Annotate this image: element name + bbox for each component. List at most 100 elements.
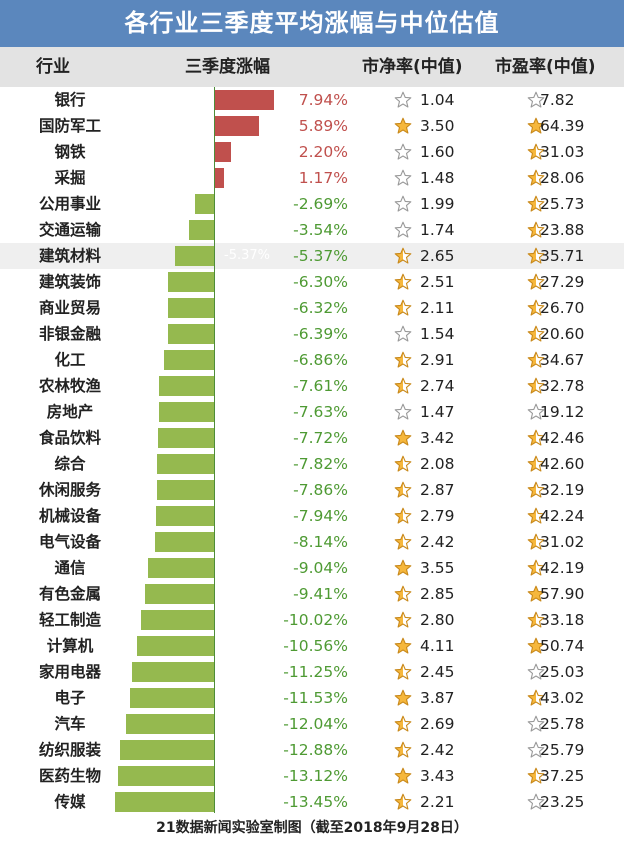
change-bar [156, 506, 215, 526]
change-bar [215, 168, 224, 188]
industry-label: 房地产 [46, 403, 94, 421]
table-row: 传媒 -13.45% 2.21 23.25 [0, 789, 624, 815]
pe-value: 32.19 [540, 481, 585, 499]
pe-value: 32.78 [540, 377, 585, 395]
change-value-label: -11.25% [283, 663, 348, 681]
star-shape [394, 585, 412, 602]
industry-label: 银行 [54, 91, 86, 109]
zero-axis-line [214, 87, 215, 813]
pe-value: 43.02 [540, 689, 585, 707]
star-shape [527, 741, 545, 758]
star-shape [394, 559, 412, 576]
pb-value: 3.43 [420, 767, 455, 785]
star-shape [527, 611, 545, 628]
industry-label: 休闲服务 [38, 481, 101, 499]
table-row: 轻工制造 -10.02% 2.80 33.18 [0, 607, 624, 633]
change-value-label: -5.37% [293, 247, 348, 265]
change-bar [158, 402, 215, 422]
star-shape [527, 429, 545, 446]
pb-value: 2.08 [420, 455, 455, 473]
change-value-label: -10.02% [283, 611, 348, 629]
pe-value: 19.12 [540, 403, 585, 421]
industry-label: 建筑装饰 [38, 273, 101, 291]
change-bar [157, 454, 215, 474]
change-value-label: 1.17% [298, 169, 348, 187]
change-value-label: -7.61% [293, 377, 348, 395]
industry-label: 电气设备 [38, 533, 101, 551]
industry-label: 采掘 [54, 169, 86, 187]
industry-label: 化工 [54, 351, 86, 369]
star-shape [394, 403, 412, 420]
change-value-label: -7.63% [293, 403, 348, 421]
table-row: 计算机 -10.56% 4.11 50.74 [0, 633, 624, 659]
star-shape [394, 481, 412, 498]
change-bar [164, 350, 215, 370]
pb-value: 1.74 [420, 221, 455, 239]
table-row: 国防军工 5.89% 3.50 64.39 [0, 113, 624, 139]
industry-label: 机械设备 [38, 507, 101, 525]
header-industry: 行业 [36, 57, 70, 77]
star-shape [394, 741, 412, 758]
pe-value: 57.90 [540, 585, 585, 603]
header-pb: 市净率(中值) [362, 57, 463, 77]
industry-label: 交通运输 [38, 221, 101, 239]
pe-value: 25.79 [540, 741, 585, 759]
star-shape [527, 91, 545, 108]
pb-value: 2.91 [420, 351, 455, 369]
pe-value: 31.03 [540, 143, 585, 161]
pe-value: 37.25 [540, 767, 585, 785]
change-bar [117, 766, 215, 786]
table-row: 商业贸易 -6.32% 2.11 26.70 [0, 295, 624, 321]
industry-label: 有色金属 [38, 585, 101, 603]
change-bar [188, 220, 215, 240]
change-bar [168, 272, 215, 292]
star-shape [527, 377, 545, 394]
pe-value: 20.60 [540, 325, 585, 343]
change-bar [129, 688, 215, 708]
table-row: 银行 7.94% 1.04 7.82 [0, 87, 624, 113]
change-value-label: -7.86% [293, 481, 348, 499]
industry-label: 商业贸易 [38, 299, 101, 317]
pe-value: 33.18 [540, 611, 585, 629]
change-value-label: -10.56% [283, 637, 348, 655]
star-shape [527, 637, 545, 654]
pb-value: 2.80 [420, 611, 455, 629]
industry-label: 传媒 [54, 793, 86, 811]
pb-value: 2.79 [420, 507, 455, 525]
change-bar [167, 324, 215, 344]
table-row: 通信 -9.04% 3.55 42.19 [0, 555, 624, 581]
star-shape [394, 715, 412, 732]
pe-value: 25.73 [540, 195, 585, 213]
industry-label: 公用事业 [38, 195, 101, 213]
star-shape [527, 663, 545, 680]
change-bar [168, 298, 215, 318]
change-value-label: -7.94% [293, 507, 348, 525]
pb-value: 2.69 [420, 715, 455, 733]
pb-value: 4.11 [420, 637, 455, 655]
pb-value: 3.55 [420, 559, 455, 577]
change-bar [140, 610, 215, 630]
pb-value: 2.11 [420, 299, 455, 317]
header-change: 三季度涨幅 [185, 57, 270, 77]
industry-label: 非银金融 [38, 325, 101, 343]
pb-value: 2.42 [420, 533, 455, 551]
pe-value: 34.67 [540, 351, 585, 369]
star-shape [394, 533, 412, 550]
pe-value: 50.74 [540, 637, 585, 655]
star-shape [394, 117, 412, 134]
table-row: 采掘 1.17% 1.48 28.06 [0, 165, 624, 191]
star-shape [527, 585, 545, 602]
pe-value: 25.03 [540, 663, 585, 681]
table-row: 建筑材料 -5.37% -5.37% 2.65 35.71 [0, 243, 624, 269]
industry-label: 农林牧渔 [38, 377, 101, 395]
change-value-label: 5.89% [298, 117, 348, 135]
star-shape [394, 221, 412, 238]
pe-value: 64.39 [540, 117, 585, 135]
change-bar [157, 428, 215, 448]
industry-label: 综合 [54, 455, 86, 473]
table-row: 机械设备 -7.94% 2.79 42.24 [0, 503, 624, 529]
industry-label: 家用电器 [38, 663, 101, 681]
table-row: 纺织服装 -12.88% 2.42 25.79 [0, 737, 624, 763]
table-row: 家用电器 -11.25% 2.45 25.03 [0, 659, 624, 685]
star-shape [527, 455, 545, 472]
